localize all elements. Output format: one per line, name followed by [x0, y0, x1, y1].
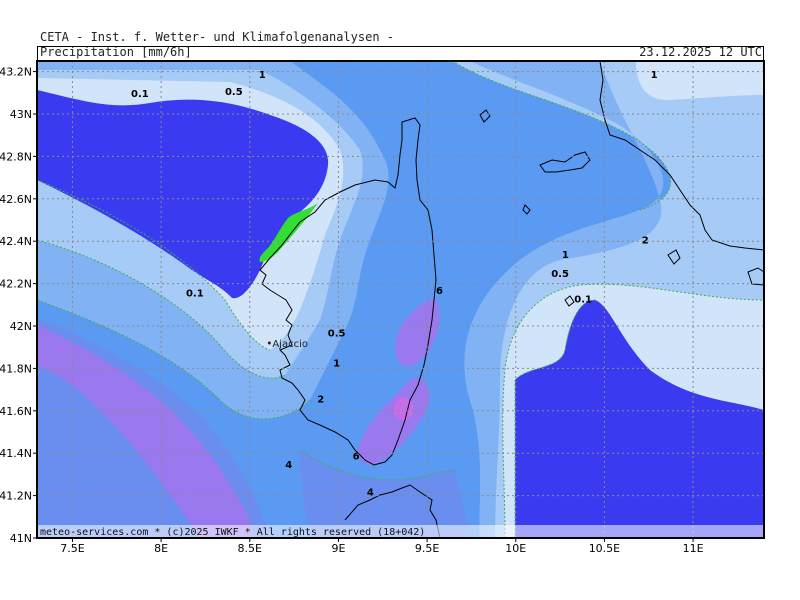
lon-tick-label: 11E — [683, 542, 704, 555]
contour-label: 1 — [259, 70, 266, 81]
contour-label: 6 — [353, 452, 360, 463]
lat-tick-label: 41.4N — [0, 447, 32, 460]
lat-tick-label: 42.6N — [0, 193, 32, 206]
field-northeast-light — [636, 61, 764, 101]
lat-tick-label: 43.2N — [0, 66, 32, 79]
contour-label: 4 — [367, 488, 374, 499]
footer-band — [38, 525, 763, 537]
contour-label: 0.5 — [328, 329, 346, 340]
lon-tick-label: 9E — [331, 542, 345, 555]
axis-ticks: 7.5E 8E 8.5E 9E 9.5E 10E 10.5E 11E 43.2N 43N 42.8N… — [0, 66, 704, 555]
lon-tick-label: 9.5E — [415, 542, 439, 555]
contour-label: 2 — [317, 394, 324, 405]
contour-label: 0.1 — [131, 89, 149, 100]
header-title: CETA - Inst. f. Wetter- und Klimafolgena… — [40, 30, 395, 44]
lat-tick-label: 43N — [10, 108, 32, 121]
field-nw-green — [259, 203, 318, 262]
field-east-lt01 — [515, 300, 764, 538]
valid-time: 23.12.2025 12 UTC — [639, 45, 762, 59]
contour-label: 0.1 — [574, 295, 592, 306]
product-label: Precipitation [mm/6h] — [40, 45, 192, 59]
elba-island — [539, 151, 591, 173]
contour-label-layer: 0.1 0.5 1 0.1 0.5 1 2 4 6 6 4 1 0.5 0.1 2 1 — [131, 70, 658, 499]
giglio-island — [667, 249, 681, 265]
lat-tick-label: 42.4N — [0, 235, 32, 248]
field-cell-south-r6 — [357, 377, 430, 465]
lat-tick-label: 41.2N — [0, 490, 32, 503]
contour-label: 2 — [642, 235, 649, 246]
contour-label: 0.1 — [186, 288, 204, 299]
contour-lines — [37, 61, 764, 538]
map-frame — [36, 60, 765, 539]
lat-tick-label: 42N — [10, 320, 32, 333]
lat-tick-label: 41N — [10, 532, 32, 545]
pianosa-island — [522, 204, 531, 215]
copyright-footer: meteo-services.com * (c)2025 IWKF * All … — [40, 527, 425, 538]
lat-tick-label: 41.8N — [0, 362, 32, 375]
contour-label: 1 — [333, 358, 340, 369]
capraia-island — [479, 109, 491, 123]
contour-label: 1 — [651, 70, 658, 81]
lon-tick-label: 8.5E — [238, 542, 262, 555]
field-sw-r6 — [37, 325, 252, 538]
lat-tick-label: 42.8N — [0, 150, 32, 163]
contour-label: 0.5 — [551, 269, 569, 280]
contour-label: 1 — [562, 250, 569, 261]
field-east-mid — [464, 61, 664, 538]
contour-label: 6 — [436, 286, 443, 297]
lon-tick-label: 8E — [154, 542, 168, 555]
lon-tick-label: 10E — [505, 542, 526, 555]
lon-tick-label: 10.5E — [589, 542, 620, 555]
product-header-frame — [37, 46, 764, 60]
city-label-ajaccio: Ajaccio — [272, 339, 308, 350]
coastlines — [259, 61, 764, 538]
field-nw-lt01 — [37, 90, 329, 299]
map-field — [37, 61, 764, 538]
sardinia-north-coast — [344, 484, 441, 538]
tuscany-coast — [599, 61, 764, 251]
argentario — [747, 267, 764, 286]
field-cell-south-r8 — [393, 396, 414, 420]
city-marker — [267, 341, 271, 345]
lat-tick-label: 42.2N — [0, 278, 32, 291]
contour-label: 0.5 — [225, 87, 243, 98]
field-cell-north-r6 — [395, 299, 440, 367]
contour-label: 4 — [285, 460, 292, 471]
montecristo-island — [564, 295, 575, 307]
corsica-coast — [259, 117, 437, 466]
lon-tick-label: 7.5E — [60, 542, 84, 555]
lat-tick-label: 41.6N — [0, 405, 32, 418]
